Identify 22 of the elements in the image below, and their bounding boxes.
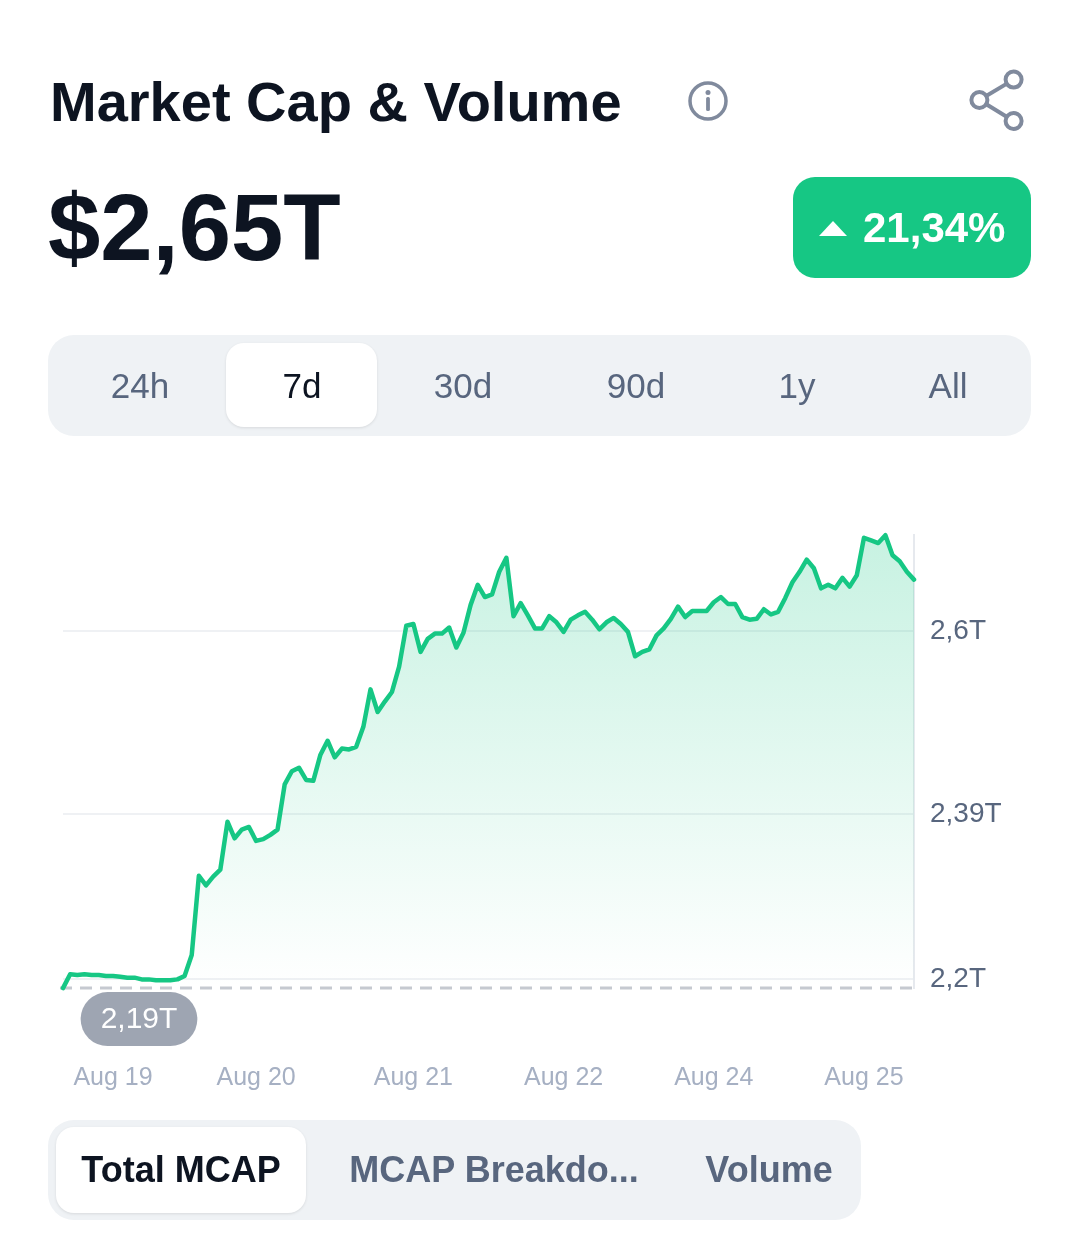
text: 24h <box>110 366 170 406</box>
text: 30d <box>433 366 493 406</box>
text: All <box>928 366 968 406</box>
text: MCAP Breakdo... <box>349 1149 639 1190</box>
ref-line-label: 2,19T <box>100 1001 178 1035</box>
text: 21,34% <box>863 204 1006 251</box>
text: 1y <box>778 366 816 406</box>
text: 7d <box>282 366 322 406</box>
chart-subtitle: $2,65T <box>48 175 341 280</box>
text: 90d <box>606 366 666 406</box>
x-tick-label: Aug 25 <box>824 1061 904 1090</box>
x-tick-label: Aug 19 <box>73 1061 153 1090</box>
chart-title: Market Cap & Volume <box>50 70 622 134</box>
text: Volume <box>705 1149 833 1190</box>
y-tick-label: 2,6T <box>930 613 987 645</box>
x-tick-label: Aug 20 <box>216 1061 296 1090</box>
x-tick-label: Aug 22 <box>523 1061 604 1090</box>
y-tick-label: 2,2T <box>930 962 987 994</box>
x-tick-label: Aug 21 <box>373 1061 454 1090</box>
x-tick-label: Aug 24 <box>674 1061 754 1090</box>
text: Total MCAP <box>81 1149 281 1190</box>
y-tick-label: 2,39T <box>930 796 1002 828</box>
